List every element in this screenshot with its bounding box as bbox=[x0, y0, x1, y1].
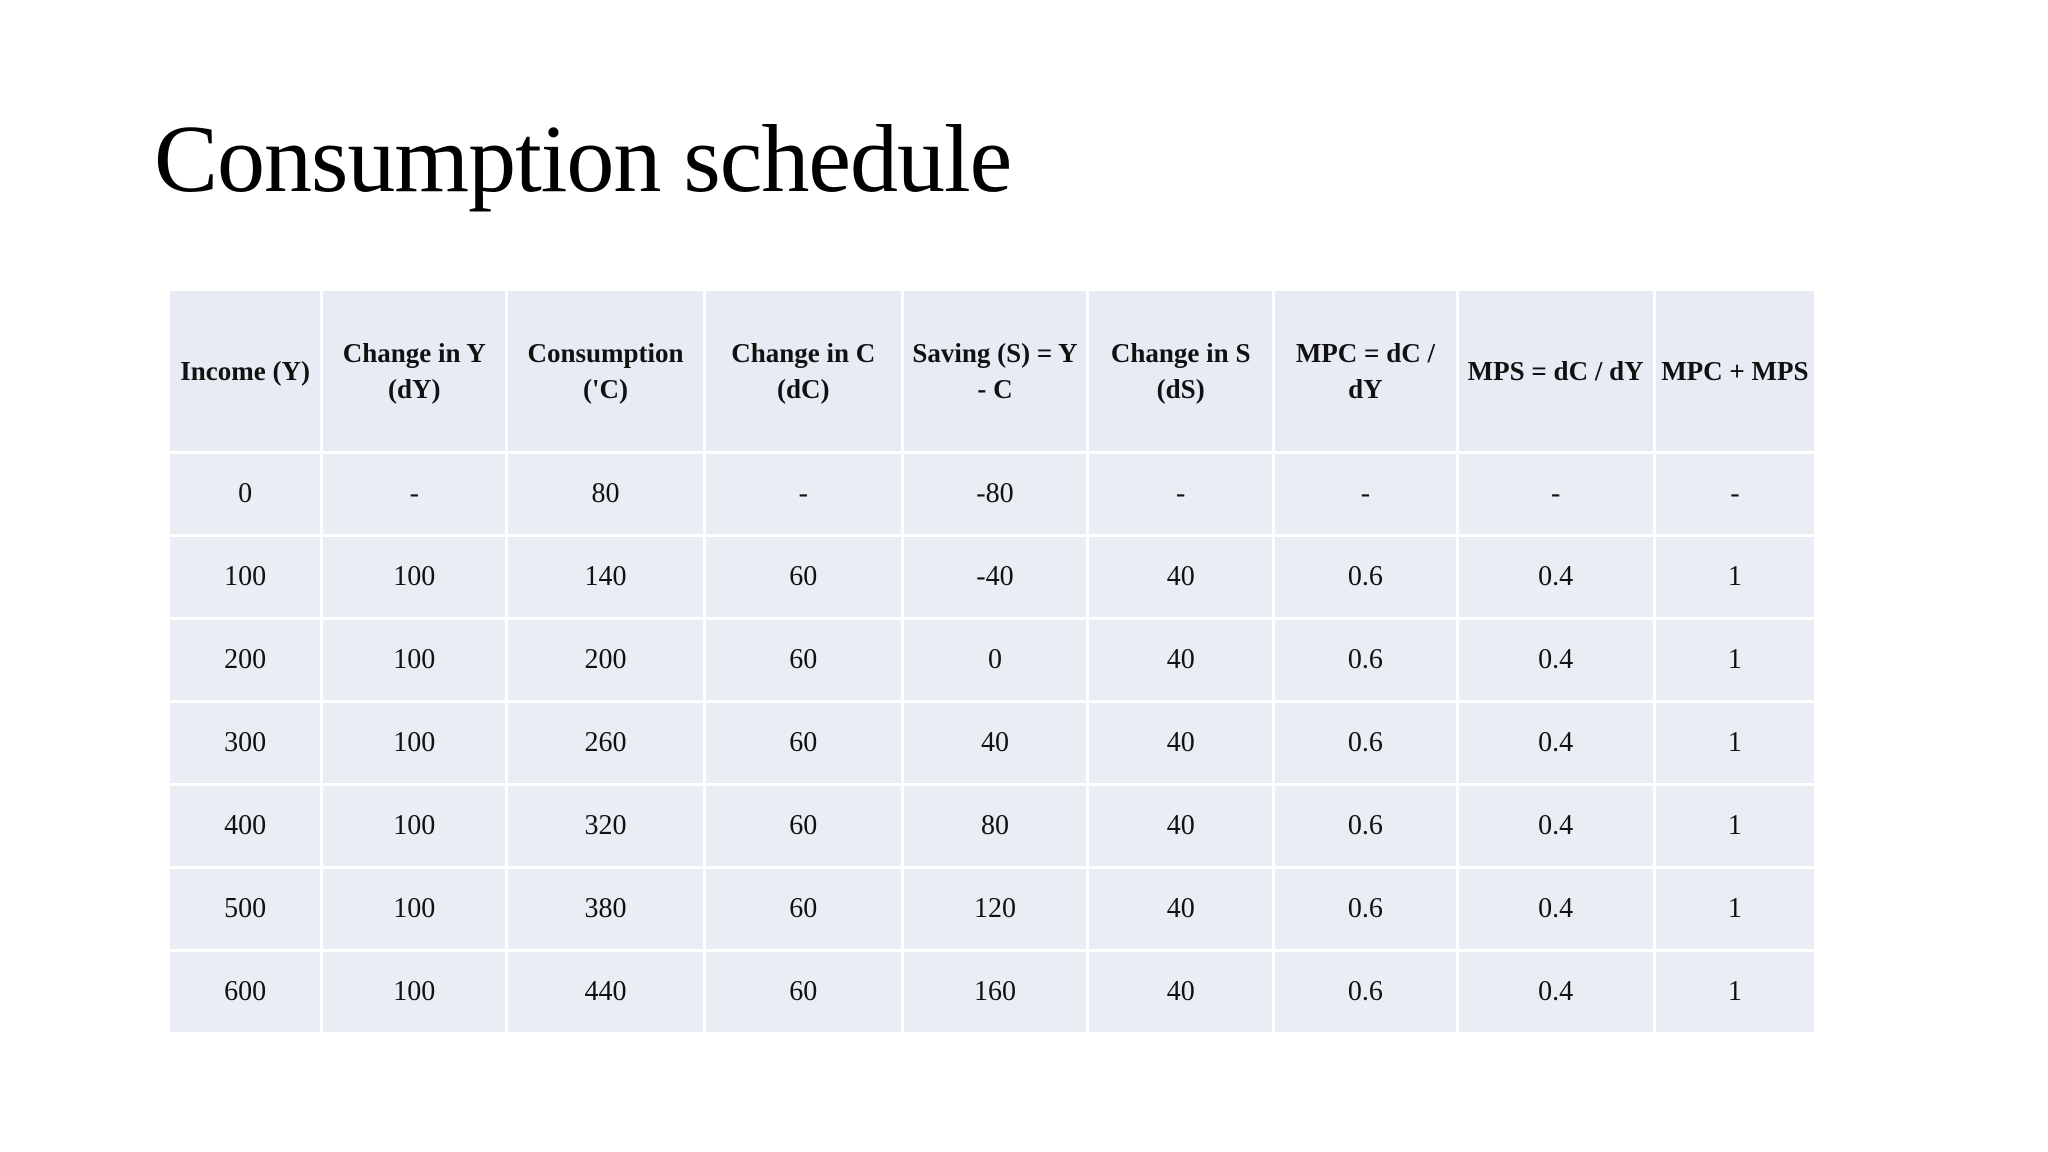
table-cell: 0.6 bbox=[1275, 786, 1456, 866]
table-cell: 600 bbox=[170, 952, 321, 1032]
table-cell: 40 bbox=[1089, 703, 1273, 783]
table-cell: 0.6 bbox=[1275, 703, 1456, 783]
table-cell: 60 bbox=[705, 869, 901, 949]
table-cell: 1 bbox=[1655, 952, 1814, 1032]
table-cell: 120 bbox=[903, 869, 1087, 949]
table-cell: 1 bbox=[1655, 786, 1814, 866]
table-cell: 300 bbox=[170, 703, 321, 783]
table-cell: - bbox=[1089, 454, 1273, 534]
table-cell: 40 bbox=[903, 703, 1087, 783]
table-row: 600 100 440 60 160 40 0.6 0.4 1 bbox=[170, 952, 1814, 1032]
table-cell: 60 bbox=[705, 703, 901, 783]
table-cell: 100 bbox=[323, 620, 506, 700]
table-cell: 60 bbox=[705, 620, 901, 700]
table-cell: -40 bbox=[903, 537, 1087, 617]
table-cell: 40 bbox=[1089, 786, 1273, 866]
table-cell: 0.4 bbox=[1458, 703, 1653, 783]
table-cell: 140 bbox=[508, 537, 703, 617]
table-cell: 80 bbox=[903, 786, 1087, 866]
table-cell: 80 bbox=[508, 454, 703, 534]
table-cell: 100 bbox=[323, 786, 506, 866]
table-cell: 100 bbox=[323, 537, 506, 617]
column-header: Change in C (dC) bbox=[705, 291, 901, 451]
table-cell: 100 bbox=[323, 703, 506, 783]
table-header: Income (Y) Change in Y (dY) Consumption ('… bbox=[170, 291, 1814, 451]
column-header: Consumption ('C) bbox=[508, 291, 703, 451]
table-cell: - bbox=[705, 454, 901, 534]
table-cell: -80 bbox=[903, 454, 1087, 534]
table-row: 0-80- -80- - - - bbox=[170, 454, 1814, 534]
table-cell: 100 bbox=[323, 869, 506, 949]
table-cell: 0.6 bbox=[1275, 952, 1456, 1032]
table-cell: 1 bbox=[1655, 869, 1814, 949]
table-cell: 1 bbox=[1655, 537, 1814, 617]
column-header: Change in S (dS) bbox=[1089, 291, 1273, 451]
table-cell: 0 bbox=[170, 454, 321, 534]
table-cell: 260 bbox=[508, 703, 703, 783]
table-cell: 0.4 bbox=[1458, 786, 1653, 866]
table-cell: 320 bbox=[508, 786, 703, 866]
table-cell: - bbox=[1458, 454, 1653, 534]
table-cell: 60 bbox=[705, 952, 901, 1032]
table-cell: 40 bbox=[1089, 620, 1273, 700]
column-header: Saving (S) = Y - C bbox=[903, 291, 1087, 451]
table-cell: 400 bbox=[170, 786, 321, 866]
column-header: MPC = dC / dY bbox=[1275, 291, 1456, 451]
column-header: MPS = dC / dY bbox=[1458, 291, 1653, 451]
table-cell: 440 bbox=[508, 952, 703, 1032]
table-cell: 40 bbox=[1089, 952, 1273, 1032]
table-row: 200 100 200 60 0 40 0.6 0.4 1 bbox=[170, 620, 1814, 700]
table-cell: 60 bbox=[705, 786, 901, 866]
table-cell: 1 bbox=[1655, 620, 1814, 700]
table-cell: 160 bbox=[903, 952, 1087, 1032]
table-row: 100 100 140 60 -40 40 0.6 0.4 1 bbox=[170, 537, 1814, 617]
table-cell: 0.4 bbox=[1458, 620, 1653, 700]
table-row: 500 100 380 60 120 40 0.6 0.4 1 bbox=[170, 869, 1814, 949]
table-cell: 60 bbox=[705, 537, 901, 617]
table-cell: 100 bbox=[170, 537, 321, 617]
column-header: MPC + MPS bbox=[1655, 291, 1814, 451]
table-cell: 380 bbox=[508, 869, 703, 949]
table-cell: 0.6 bbox=[1275, 537, 1456, 617]
table-cell: 0.6 bbox=[1275, 869, 1456, 949]
table-cell: - bbox=[1655, 454, 1814, 534]
table-cell: 0.4 bbox=[1458, 952, 1653, 1032]
consumption-table-container: Income (Y) Change in Y (dY) Consumption ('… bbox=[167, 288, 1817, 1035]
table-cell: 200 bbox=[508, 620, 703, 700]
table-cell: 40 bbox=[1089, 537, 1273, 617]
table-cell: 0.4 bbox=[1458, 537, 1653, 617]
table-row: 300 100 260 60 40 40 0.6 0.4 1 bbox=[170, 703, 1814, 783]
table-body: 0-80- -80- - - -100 100 140 60 -40 40 0.6 0.4 1 200 10… bbox=[170, 454, 1814, 1032]
column-header: Income (Y) bbox=[170, 291, 321, 451]
table-row: 400 100 320 60 80 40 0.6 0.4 1 bbox=[170, 786, 1814, 866]
page-title: Consumption schedule bbox=[154, 105, 1012, 212]
table-cell: 100 bbox=[323, 952, 506, 1032]
table-cell: 0.4 bbox=[1458, 869, 1653, 949]
table-cell: 0 bbox=[903, 620, 1087, 700]
table-cell: 1 bbox=[1655, 703, 1814, 783]
table-cell: - bbox=[323, 454, 506, 534]
table-cell: 0.6 bbox=[1275, 620, 1456, 700]
table-cell: 200 bbox=[170, 620, 321, 700]
table-cell: 500 bbox=[170, 869, 321, 949]
table-cell: - bbox=[1275, 454, 1456, 534]
consumption-table: Income (Y) Change in Y (dY) Consumption ('… bbox=[167, 288, 1817, 1035]
column-header: Change in Y (dY) bbox=[323, 291, 506, 451]
table-cell: 40 bbox=[1089, 869, 1273, 949]
header-row: Income (Y) Change in Y (dY) Consumption ('… bbox=[170, 291, 1814, 451]
